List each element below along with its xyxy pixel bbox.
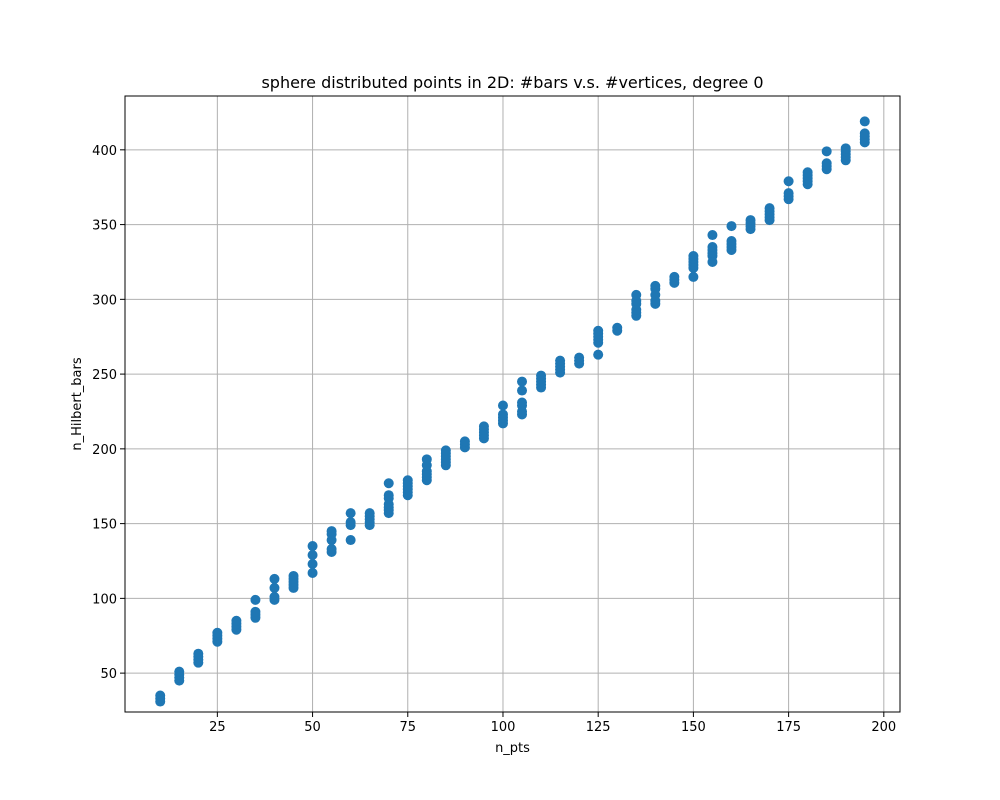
y-tick-label: 100: [92, 592, 117, 607]
data-point: [174, 666, 185, 677]
y-tick-label: 250: [92, 368, 117, 383]
data-point: [593, 325, 604, 336]
x-tick-label: 100: [491, 720, 516, 735]
chart-title: sphere distributed points in 2D: #bars v…: [261, 73, 763, 92]
y-tick-label: 50: [100, 667, 117, 682]
y-tick-label: 150: [92, 518, 117, 533]
data-point: [821, 158, 832, 169]
data-point: [155, 690, 166, 701]
y-tick-label: 300: [92, 293, 117, 308]
data-point: [383, 478, 394, 489]
data-point: [859, 116, 870, 127]
data-point: [783, 176, 794, 187]
data-point: [821, 146, 832, 157]
y-tick-label: 350: [92, 219, 117, 234]
data-point: [517, 376, 528, 387]
data-point: [802, 167, 813, 178]
y-tick-label: 200: [92, 443, 117, 458]
data-point: [288, 570, 299, 581]
x-tick-label: 125: [586, 720, 611, 735]
data-point: [307, 550, 318, 561]
data-point: [459, 436, 470, 447]
data-point: [345, 517, 356, 528]
x-tick-label: 75: [399, 720, 416, 735]
y-tick-label: 400: [92, 144, 117, 159]
data-point: [859, 128, 870, 139]
data-point: [764, 203, 775, 214]
data-point: [250, 594, 261, 605]
data-point: [383, 490, 394, 501]
x-tick-label: 150: [681, 720, 706, 735]
grid-lines: [125, 96, 900, 712]
data-point: [612, 322, 623, 333]
data-point: [536, 370, 547, 381]
data-point: [307, 567, 318, 578]
data-point: [707, 230, 718, 241]
data-point: [726, 236, 737, 247]
data-point: [650, 280, 661, 291]
x-tick-label: 175: [776, 720, 801, 735]
data-point: [326, 544, 337, 555]
data-point: [231, 615, 242, 626]
data-point: [402, 475, 413, 486]
data-point: [497, 409, 508, 420]
data-point: [688, 250, 699, 261]
data-point: [517, 397, 528, 408]
data-point: [517, 385, 528, 396]
data-point: [307, 558, 318, 569]
data-point: [212, 627, 223, 638]
data-point: [688, 271, 699, 282]
data-point: [307, 541, 318, 552]
data-point: [631, 289, 642, 300]
data-point: [326, 526, 337, 537]
data-point: [840, 143, 851, 154]
data-point: [726, 221, 737, 232]
plot-frame: [124, 95, 901, 713]
x-tick-label: 25: [209, 720, 226, 735]
data-point: [250, 606, 261, 617]
y-axis-label: n_Hilbert_bars: [70, 357, 85, 450]
data-point: [269, 591, 280, 602]
data-point: [669, 271, 680, 282]
data-point: [745, 215, 756, 226]
data-point: [497, 400, 508, 411]
scatter-points: [155, 116, 870, 707]
data-point: [193, 648, 204, 659]
data-point: [421, 454, 432, 465]
y-axis-ticks: 50 100 150 200 250 300 350 400: [92, 144, 125, 682]
data-point: [593, 349, 604, 360]
data-point: [345, 508, 356, 519]
data-point: [269, 573, 280, 584]
data-point: [574, 352, 585, 363]
x-axis-ticks: 25 50 75 100 125 150 175 200: [209, 712, 896, 735]
data-point: [783, 188, 794, 199]
data-point: [478, 421, 489, 432]
data-point: [269, 582, 280, 593]
data-point: [364, 508, 375, 519]
data-point: [707, 242, 718, 253]
x-axis-label: n_pts: [495, 741, 530, 756]
data-point: [345, 535, 356, 546]
data-point: [440, 445, 451, 456]
data-point: [555, 355, 566, 366]
x-tick-label: 50: [304, 720, 321, 735]
x-tick-label: 200: [871, 720, 896, 735]
